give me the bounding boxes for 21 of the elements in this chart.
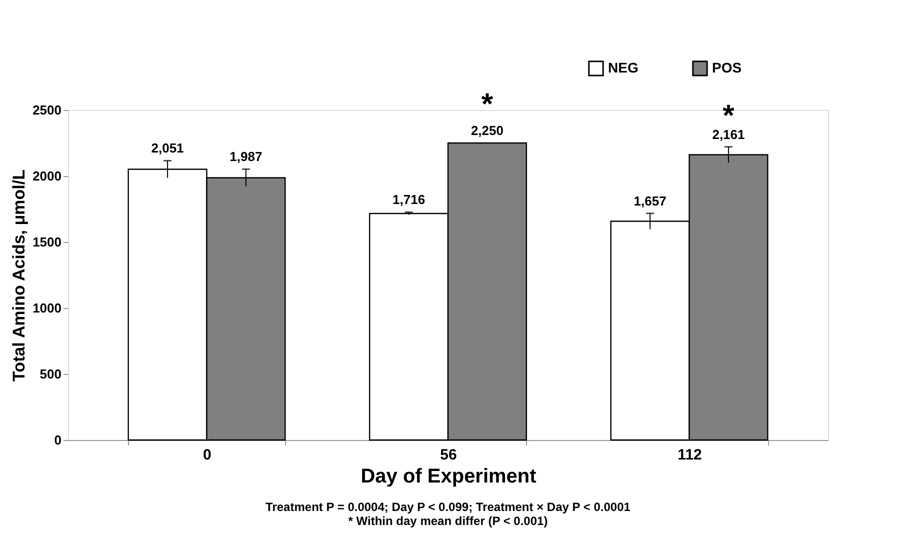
y-tick-label: 2500 — [32, 102, 62, 118]
y-tick-label: 2000 — [32, 168, 62, 184]
data-label: 2,051 — [151, 140, 184, 156]
text: Treatment P = 0.0004; Day P < 0.099; Treatment × Day P < 0.0001 — [266, 500, 631, 514]
legend-label: NEG — [608, 59, 638, 76]
y-tick-label: 500 — [40, 366, 62, 382]
text: * Within day mean differ (P < 0.001) — [348, 514, 548, 528]
x-axis-title: Day of Experiment — [360, 466, 537, 488]
x-tick-label: 56 — [440, 446, 457, 464]
data-label: 2,250 — [470, 123, 504, 138]
y-tick-label: 0 — [54, 432, 62, 448]
data-label: 1,987 — [230, 149, 262, 164]
y-tick-label: 1500 — [32, 234, 62, 250]
y-tick-label: 1000 — [32, 300, 62, 316]
data-label: 1,657 — [634, 193, 666, 208]
y-axis-title: Total Amino Acids, μmol/L — [10, 170, 29, 382]
x-tick-label: 0 — [203, 446, 212, 464]
data-label: 1,716 — [392, 192, 426, 208]
annotation: * — [481, 88, 494, 121]
legend-label: POS — [712, 59, 742, 76]
x-tick-label: 112 — [678, 446, 702, 464]
